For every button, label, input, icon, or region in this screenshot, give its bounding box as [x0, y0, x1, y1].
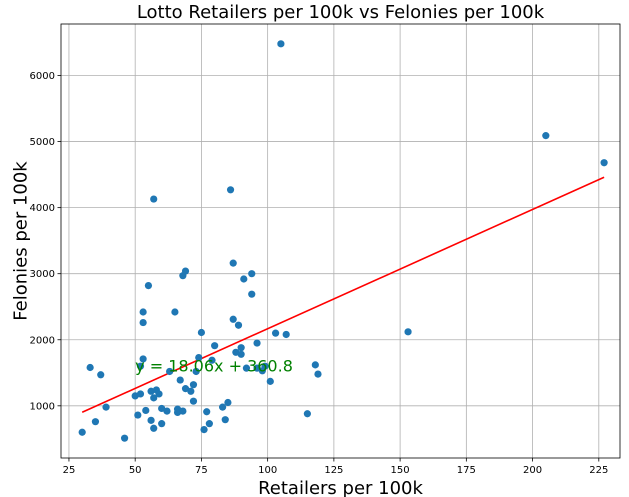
data-point [221, 416, 229, 424]
data-point [303, 410, 311, 418]
data-point [136, 390, 145, 398]
data-point [542, 132, 550, 140]
data-point [277, 40, 285, 48]
data-point [192, 367, 200, 376]
y-tick-label: 6000 [30, 71, 55, 82]
data-point [203, 408, 211, 416]
data-point [600, 159, 608, 167]
data-point [78, 428, 86, 436]
data-point [158, 420, 166, 428]
y-axis-label: Felonies per 100k [10, 161, 31, 321]
data-point [226, 186, 235, 194]
data-point [208, 356, 216, 364]
data-point [181, 267, 190, 275]
data-point [139, 318, 147, 327]
data-point [266, 377, 274, 385]
data-point [237, 350, 245, 358]
data-point [224, 398, 232, 407]
data-point [147, 416, 155, 424]
y-tick-label: 2000 [30, 335, 55, 346]
data-point [166, 367, 174, 376]
data-point [86, 363, 94, 372]
data-point [150, 195, 158, 203]
points-layer [78, 40, 608, 442]
data-point [282, 330, 290, 339]
data-point [189, 397, 198, 405]
data-point [253, 339, 261, 347]
data-point [234, 321, 243, 329]
x-tick-label: 150 [391, 465, 410, 476]
data-point [102, 403, 110, 411]
data-point [205, 420, 213, 428]
data-point [171, 308, 179, 316]
data-point [91, 418, 100, 426]
data-point [134, 411, 142, 419]
data-point [237, 344, 245, 352]
data-point [248, 270, 256, 278]
data-point [242, 364, 251, 372]
data-point [187, 387, 195, 395]
x-tick-label: 25 [63, 465, 76, 476]
plot-frame [60, 23, 621, 459]
data-point [179, 407, 187, 415]
x-tick-label: 100 [258, 465, 277, 476]
data-point [197, 328, 206, 337]
data-point [150, 394, 158, 402]
data-point [144, 281, 153, 290]
x-tick-label: 225 [589, 465, 608, 476]
data-point [311, 361, 319, 369]
regression-line [81, 176, 605, 413]
x-tick-label: 175 [457, 465, 476, 476]
x-tick-label: 125 [324, 465, 343, 476]
x-tick-label: 200 [523, 465, 542, 476]
data-point [139, 308, 147, 316]
x-tick-label: 75 [195, 465, 208, 476]
data-point [404, 328, 412, 336]
data-point [314, 370, 322, 378]
regression-equation-label: y = 18.06x + 360.8 [135, 356, 293, 375]
data-point [189, 381, 198, 389]
x-axis-label: Retailers per 100k [258, 478, 423, 497]
y-tick-label: 1000 [30, 401, 55, 412]
data-point [219, 403, 227, 411]
data-point [139, 355, 147, 363]
data-point [248, 290, 256, 298]
data-point [261, 362, 269, 370]
data-point [120, 434, 129, 442]
data-point [155, 390, 163, 398]
data-point [150, 424, 158, 432]
data-point [211, 342, 219, 350]
data-point [240, 275, 248, 283]
data-point [195, 353, 203, 362]
data-point [200, 425, 208, 434]
ticks-layer: 25 50 75 100 125 150 175 200 225 1000 2000 3000 4000… [30, 71, 609, 476]
data-point [136, 362, 145, 370]
fit-line-layer [81, 176, 605, 413]
y-tick-label: 3000 [30, 269, 55, 280]
data-point [229, 315, 237, 323]
data-point [142, 406, 150, 415]
y-tick-label: 5000 [30, 137, 55, 148]
grid-layer [61, 24, 620, 458]
x-tick-label: 50 [129, 465, 142, 476]
data-point [229, 259, 237, 267]
data-point [97, 371, 105, 379]
data-point [163, 407, 171, 415]
data-point [176, 376, 184, 384]
chart-title: Lotto Retailers per 100k vs Felonies per… [137, 2, 545, 23]
data-point [271, 329, 280, 337]
y-tick-label: 4000 [30, 203, 55, 214]
